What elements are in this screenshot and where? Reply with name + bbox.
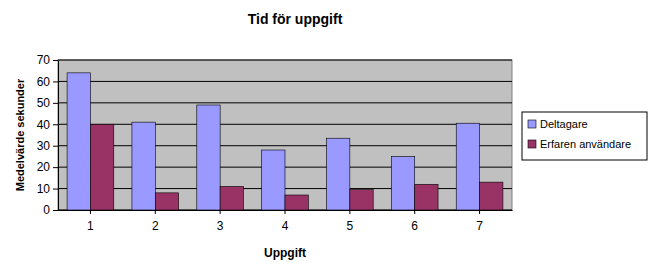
- bar: [197, 105, 220, 210]
- x-tick-mark: [479, 210, 480, 214]
- y-tick: 60: [37, 75, 58, 89]
- y-tick: 20: [37, 160, 58, 174]
- x-tick-mark: [220, 210, 221, 214]
- y-tick: 30: [37, 139, 58, 153]
- x-tick-mark: [349, 210, 350, 214]
- y-tick-label: 0: [43, 203, 50, 217]
- y-tick: 0: [43, 203, 58, 217]
- y-tick: 50: [37, 96, 58, 110]
- y-tick-label: 20: [37, 160, 51, 174]
- bar: [480, 182, 503, 210]
- bar: [90, 124, 113, 210]
- x-tick-mark: [155, 210, 156, 214]
- chart: 0 10 20 30 40 50 60 70 1 2 3 4 5 6 7 Tid för uppgift Upp…: [0, 0, 651, 271]
- y-tick-mark: [53, 167, 58, 168]
- y-tick-mark: [53, 103, 58, 104]
- y-tick-mark: [53, 60, 58, 61]
- bar: [285, 195, 308, 210]
- y-tick-mark: [53, 210, 58, 211]
- y-tick-mark: [53, 189, 58, 190]
- bar: [155, 193, 178, 210]
- y-axis: 0 10 20 30 40 50 60 70: [37, 53, 59, 217]
- y-tick-label: 50: [37, 96, 51, 110]
- bar: [220, 186, 243, 210]
- bar: [415, 184, 438, 210]
- y-tick-label: 70: [37, 53, 51, 67]
- legend-label: Deltagare: [540, 118, 588, 130]
- grid-line: [58, 145, 512, 146]
- y-tick: 70: [37, 53, 58, 67]
- plot: 0 10 20 30 40 50 60 70 1 2 3 4 5 6 7: [37, 53, 513, 233]
- y-tick-label: 30: [37, 139, 51, 153]
- x-tick: 6: [411, 210, 418, 233]
- y-tick: 10: [37, 182, 58, 196]
- legend-swatch: [528, 140, 536, 148]
- x-axis-title: Uppgift: [264, 246, 306, 260]
- x-tick: 4: [282, 210, 289, 233]
- bar: [350, 190, 373, 210]
- bar: [67, 73, 90, 210]
- x-tick-label: 3: [217, 219, 224, 233]
- legend-box: [522, 112, 647, 160]
- x-tick-label: 2: [152, 219, 159, 233]
- y-axis-line: [58, 61, 59, 211]
- x-tick: 3: [217, 210, 224, 233]
- y-tick-label: 10: [37, 182, 51, 196]
- y-tick: 40: [37, 118, 58, 132]
- grid-line: [58, 102, 512, 103]
- x-tick-label: 4: [282, 219, 289, 233]
- x-tick: 5: [347, 210, 354, 233]
- title: Tid för uppgift: [248, 11, 343, 27]
- grid-line: [58, 81, 512, 82]
- x-tick-label: 6: [411, 219, 418, 233]
- y-tick-mark: [53, 146, 58, 147]
- y-tick-label: 40: [37, 118, 51, 132]
- legend: Deltagare Erfaren användare: [522, 112, 647, 160]
- bar: [262, 150, 285, 210]
- bar: [391, 156, 414, 210]
- y-tick-label: 60: [37, 75, 51, 89]
- grid: [58, 60, 512, 210]
- x-tick: 1: [87, 210, 94, 233]
- x-tick-mark: [285, 210, 286, 214]
- grid-line: [58, 124, 512, 125]
- x-tick-label: 7: [476, 219, 483, 233]
- legend-swatch: [528, 120, 536, 128]
- bar: [327, 138, 350, 210]
- grid-line: [58, 60, 512, 61]
- x-tick: 7: [476, 210, 483, 233]
- bars: [67, 73, 503, 210]
- x-axis: 1 2 3 4 5 6 7: [59, 210, 513, 233]
- x-tick-label: 1: [87, 219, 94, 233]
- y-tick-mark: [53, 124, 58, 125]
- plot-background: [58, 60, 512, 210]
- x-tick-mark: [414, 210, 415, 214]
- bar: [456, 123, 479, 210]
- legend-label: Erfaren användare: [540, 138, 631, 150]
- bar: [132, 122, 155, 210]
- x-tick-mark: [90, 210, 91, 214]
- x-tick-label: 5: [347, 219, 354, 233]
- y-axis-title: Medelvärde sekunder: [14, 78, 26, 191]
- y-tick-mark: [53, 81, 58, 82]
- x-tick: 2: [152, 210, 159, 233]
